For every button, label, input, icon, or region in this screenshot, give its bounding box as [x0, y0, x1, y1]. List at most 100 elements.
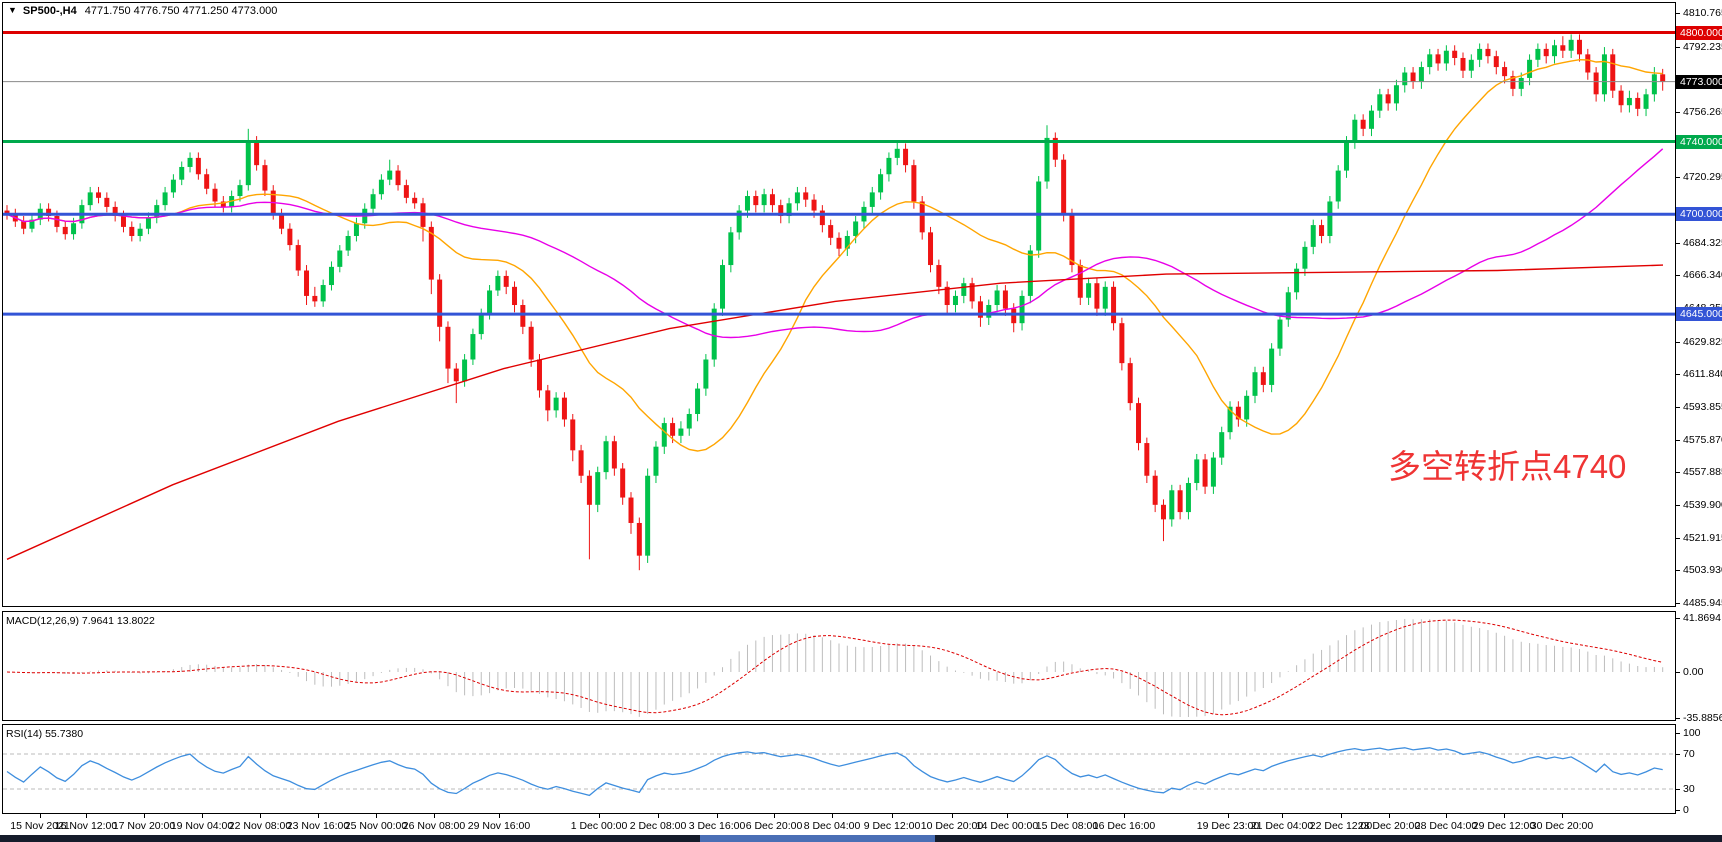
time-tick-mark	[892, 814, 893, 818]
indicator-tick-mark	[1676, 789, 1680, 790]
price-tick-mark	[1676, 275, 1680, 277]
price-tick-mark	[1676, 406, 1680, 408]
chart-annotation-text[interactable]: 多空转折点4740	[1388, 448, 1627, 485]
price-badge-4700: 4700.000	[1676, 207, 1722, 222]
bottom-bar	[0, 835, 1722, 842]
time-tick-label: 21 Dec 04:00	[1250, 820, 1314, 832]
price-tick-label: 4756.265	[1683, 105, 1722, 118]
time-tick-mark	[599, 814, 600, 818]
indicator-tick-label: 30	[1683, 783, 1695, 795]
price-axis: 4810.765 4792.235 4756.265 4720.295 4684.325…	[1676, 0, 1722, 835]
rsi-plot[interactable]	[3, 725, 1675, 813]
time-tick-mark	[1389, 814, 1390, 818]
time-tick-label: 16 Dec 16:00	[1092, 820, 1156, 832]
time-tick-label: 6 Dec 20:00	[745, 820, 803, 832]
ma-fast-line	[6, 58, 1663, 452]
price-tick-mark	[1676, 341, 1680, 343]
time-tick-mark	[717, 814, 718, 818]
rsi-panel[interactable]	[2, 724, 1676, 814]
time-axis: 15 Nov 2021 16 Nov 12:00 17 Nov 20:00 19 No…	[2, 814, 1676, 835]
time-tick-mark	[434, 814, 435, 818]
time-tick-label: 15 Nov 2021	[10, 820, 70, 832]
price-tick-mark	[1676, 504, 1680, 506]
time-tick-mark	[376, 814, 377, 818]
rsi-indicator-label: RSI(14) 55.7380	[6, 728, 84, 740]
price-badge-4740: 4740.000	[1676, 134, 1722, 149]
macd-plot[interactable]	[3, 612, 1675, 720]
time-tick-mark	[86, 814, 87, 818]
time-tick-mark	[202, 814, 203, 818]
time-tick-mark	[1504, 814, 1505, 818]
time-tick-label: 22 Nov 08:00	[228, 820, 292, 832]
price-tick-mark	[1676, 472, 1680, 474]
time-tick-label: 23 Dec 20:00	[1357, 820, 1421, 832]
price-tick-label: 4575.870	[1683, 433, 1722, 446]
time-tick-label: 1 Dec 00:00	[570, 820, 628, 832]
indicator-tick-mark	[1676, 810, 1680, 811]
time-tick-mark	[499, 814, 500, 818]
ma-medium-line	[6, 148, 1664, 339]
ohlc-values-label: 4771.750 4776.750 4771.250 4773.000	[84, 5, 278, 17]
candlestick-chart-plot[interactable]	[3, 3, 1675, 606]
chart-header: ▼ SP500-,H4 4771.750 4776.750 4771.250 477…	[8, 5, 277, 17]
price-tick-label: 4557.885	[1683, 466, 1722, 479]
indicator-tick-mark	[1676, 672, 1680, 673]
indicator-tick-label: 70	[1683, 748, 1695, 760]
price-badge-4645: 4645.000	[1676, 307, 1722, 322]
price-tick-label: 4666.340	[1683, 269, 1722, 282]
indicator-tick-label: 100	[1683, 727, 1701, 739]
price-tick-label: 4684.325	[1683, 236, 1722, 249]
price-tick-label: 4629.825	[1683, 335, 1722, 348]
time-tick-mark	[774, 814, 775, 818]
macd-panel[interactable]	[2, 611, 1676, 721]
price-tick-label: 4485.945	[1683, 597, 1722, 609]
time-tick-mark	[658, 814, 659, 818]
indicator-tick-label: 0	[1683, 804, 1689, 816]
price-tick-label: 4792.235	[1683, 40, 1722, 53]
price-tick-mark	[1676, 13, 1680, 14]
price-tick-label: 4720.295	[1683, 171, 1722, 184]
price-tick-label: 4593.855	[1683, 400, 1722, 413]
indicator-tick-mark	[1676, 618, 1680, 619]
time-tick-label: 15 Dec 08:00	[1035, 820, 1099, 832]
price-tick-mark	[1676, 570, 1680, 572]
price-tick-mark	[1676, 177, 1680, 179]
time-tick-label: 10 Dec 20:00	[920, 820, 984, 832]
time-tick-label: 26 Nov 08:00	[402, 820, 466, 832]
price-tick-label: 4521.915	[1683, 531, 1722, 544]
price-tick-label: 4539.900	[1683, 498, 1722, 511]
bottom-bar-segment	[700, 835, 935, 842]
symbol-period-label: SP500-,H4	[22, 5, 77, 17]
time-tick-mark	[1124, 814, 1125, 818]
symbol-collapse-icon[interactable]: ▼	[8, 5, 17, 15]
time-tick-label: 3 Dec 16:00	[688, 820, 746, 832]
time-tick-mark	[1067, 814, 1068, 818]
time-tick-mark	[1007, 814, 1008, 818]
time-tick-label: 2 Dec 08:00	[629, 820, 687, 832]
indicator-tick-label: 0.00	[1683, 666, 1704, 678]
main-chart-panel[interactable]	[2, 2, 1676, 607]
time-tick-mark	[1341, 814, 1342, 818]
time-tick-label: 25 Nov 00:00	[344, 820, 408, 832]
macd-indicator-label: MACD(12,26,9) 7.9641 13.8022	[6, 615, 155, 627]
price-tick-mark	[1676, 603, 1680, 604]
price-tick-label: 4611.840	[1683, 368, 1722, 381]
time-tick-label: 29 Dec 12:00	[1472, 820, 1536, 832]
price-tick-mark	[1676, 439, 1680, 441]
time-tick-label: 16 Nov 12:00	[54, 820, 118, 832]
time-tick-mark	[144, 814, 145, 818]
price-tick-label: 4810.765	[1683, 7, 1722, 19]
candlestick-series	[4, 34, 1666, 571]
time-tick-label: 14 Dec 00:00	[975, 820, 1039, 832]
indicator-tick-label: -35.8856	[1683, 712, 1722, 724]
price-tick-label: 4503.930	[1683, 564, 1722, 577]
price-badge-current: 4773.000	[1676, 74, 1722, 89]
price-tick-mark	[1676, 46, 1680, 48]
time-tick-mark	[1446, 814, 1447, 818]
time-tick-mark	[318, 814, 319, 818]
time-tick-mark	[832, 814, 833, 818]
price-tick-mark	[1676, 374, 1680, 376]
price-tick-mark	[1676, 111, 1680, 113]
time-tick-mark	[1228, 814, 1229, 818]
time-tick-mark	[40, 814, 41, 818]
